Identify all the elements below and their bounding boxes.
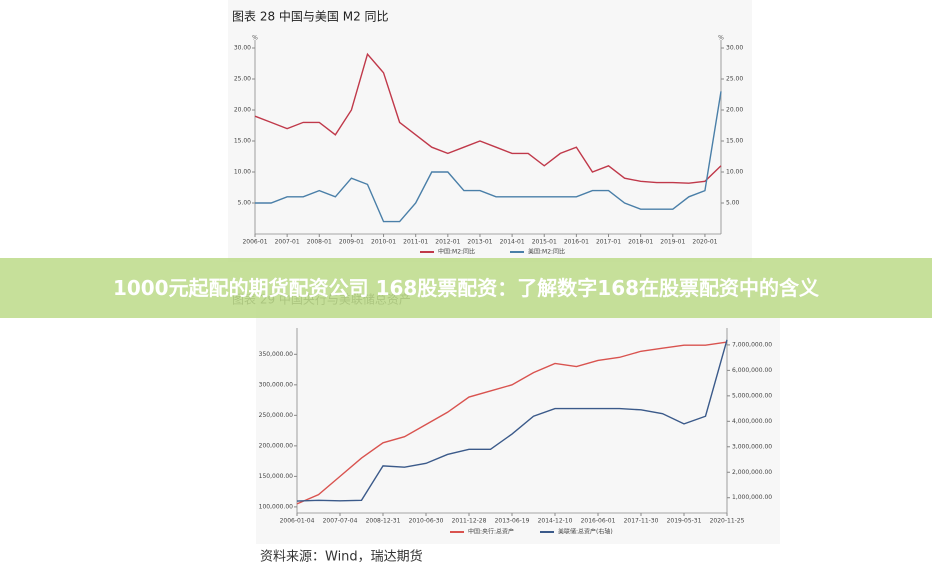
x-tick-label: 2012-01 bbox=[435, 239, 460, 246]
x-tick-label: 2014-01 bbox=[500, 239, 525, 246]
legend-label: 美国:M2:同比 bbox=[528, 248, 565, 256]
y-tick-label: 350,000.00 bbox=[259, 351, 294, 358]
x-tick-label: 2020-11-25 bbox=[710, 518, 745, 525]
y-tick-label: 200,000.00 bbox=[259, 442, 294, 449]
series-line bbox=[254, 52, 722, 184]
y2-tick-label: 4,000,000.00 bbox=[732, 418, 772, 425]
x-tick-label: 2007-01 bbox=[275, 239, 300, 246]
y-tick-label: 30.00 bbox=[234, 45, 251, 52]
y2-tick-label: 3,000,000.00 bbox=[732, 443, 772, 450]
y2-tick-label: 5,000,000.00 bbox=[732, 392, 772, 399]
y-tick-label: 20.00 bbox=[234, 107, 251, 114]
x-tick-label: 2013-01 bbox=[467, 239, 492, 246]
y2-tick-label: 30.00 bbox=[726, 45, 743, 52]
x-tick-label: 2014-12-10 bbox=[538, 518, 573, 525]
y2-tick-label: 5.00 bbox=[726, 200, 740, 207]
series-line bbox=[255, 91, 722, 223]
legend-label: 美联储:总资产(右轴) bbox=[558, 528, 613, 536]
y2-tick-label: 20.00 bbox=[726, 107, 743, 114]
legend-label: 中国:M2:同比 bbox=[438, 248, 475, 256]
y2-tick-label: 6,000,000.00 bbox=[732, 367, 772, 374]
x-tick-label: 2013-06-19 bbox=[495, 518, 530, 525]
x-tick-label: 2011-12-28 bbox=[452, 518, 487, 525]
x-tick-label: 2009-01 bbox=[339, 239, 364, 246]
x-tick-label: 2016-06-01 bbox=[581, 518, 616, 525]
source-note: 资料来源：Wind，瑞达期货 bbox=[260, 549, 423, 565]
series-line bbox=[296, 339, 728, 502]
y2-unit: % bbox=[718, 35, 724, 42]
x-tick-label: 2006-01-04 bbox=[280, 518, 315, 525]
x-tick-label: 2007-07-04 bbox=[323, 518, 358, 525]
legend-label: 中国:央行:总资产 bbox=[468, 528, 514, 536]
x-tick-label: 2008-12-31 bbox=[366, 518, 401, 525]
y2-tick-label: 10.00 bbox=[726, 169, 743, 176]
y-tick-label: 300,000.00 bbox=[259, 381, 294, 388]
chart-title: 图表 28 中国与美国 M2 同比 bbox=[232, 9, 389, 24]
x-tick-label: 2017-11-30 bbox=[624, 518, 659, 525]
y-tick-label: 250,000.00 bbox=[259, 412, 294, 419]
x-tick-label: 2019-01 bbox=[660, 239, 685, 246]
x-tick-label: 2017-01 bbox=[596, 239, 621, 246]
y2-tick-label: 15.00 bbox=[726, 138, 743, 145]
series-line bbox=[296, 341, 728, 505]
x-tick-label: 2020-01 bbox=[692, 239, 717, 246]
chart-1-panel bbox=[228, 0, 752, 262]
x-tick-label: 2006-01 bbox=[242, 239, 267, 246]
x-tick-label: 2016-01 bbox=[564, 239, 589, 246]
banner: 1000元起配的期货配资公司 168股票配资：了解数字168在股票配资中的含义 bbox=[0, 258, 932, 318]
y-tick-label: 5.00 bbox=[238, 200, 252, 207]
y2-tick-label: 2,000,000.00 bbox=[732, 469, 772, 476]
x-tick-label: 2011-01 bbox=[403, 239, 428, 246]
y-unit: % bbox=[252, 35, 258, 42]
x-tick-label: 2018-01 bbox=[628, 239, 653, 246]
chart-2-panel bbox=[256, 290, 780, 544]
x-tick-label: 2010-06-30 bbox=[409, 518, 444, 525]
y2-tick-label: 25.00 bbox=[726, 76, 743, 83]
y2-tick-label: 1,000,000.00 bbox=[732, 494, 772, 501]
x-tick-label: 2019-05-31 bbox=[667, 518, 702, 525]
y-tick-label: 25.00 bbox=[234, 76, 251, 83]
x-tick-label: 2015-01 bbox=[532, 239, 557, 246]
x-tick-label: 2010-01 bbox=[371, 239, 396, 246]
y-tick-label: 150,000.00 bbox=[259, 473, 294, 480]
x-tick-label: 2008-01 bbox=[307, 239, 332, 246]
y-tick-label: 100,000.00 bbox=[259, 503, 294, 510]
y-tick-label: 10.00 bbox=[234, 169, 251, 176]
y2-tick-label: 7,000,000.00 bbox=[732, 341, 772, 348]
y-tick-label: 15.00 bbox=[234, 138, 251, 145]
